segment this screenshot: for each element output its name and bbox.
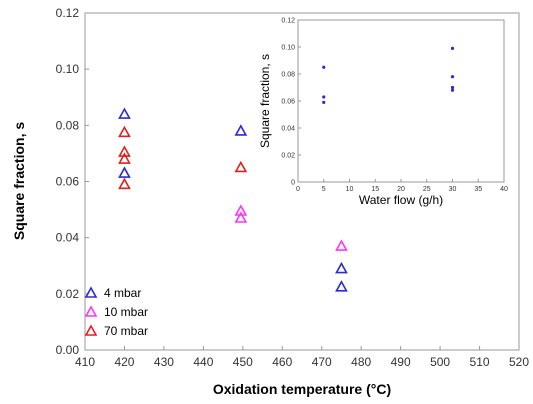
main-data-point	[234, 160, 248, 173]
inset-x-tick-label: 40	[500, 186, 508, 193]
main-data-point	[335, 261, 348, 274]
main-x-tick-label: 410	[75, 355, 95, 369]
main-data-point	[118, 166, 131, 178]
main-data-point	[118, 145, 131, 157]
inset-data-point	[450, 88, 455, 92]
inset-y-tick-label: 0.02	[281, 153, 295, 160]
inset-data-point	[450, 75, 455, 79]
main-x-tick-label: 520	[509, 355, 529, 369]
main-y-tick-label: 0.06	[56, 175, 80, 189]
main-y-tick-label: 0.12	[56, 6, 80, 20]
inset-x-tick-label: 25	[423, 186, 431, 193]
inset-tick-marks	[297, 19, 505, 183]
main-data-point	[118, 177, 131, 190]
main-x-tick-label: 440	[193, 355, 213, 369]
inset-data-point	[322, 100, 326, 104]
legend-entry-label: 70 mbar	[104, 324, 148, 338]
main-x-tick-label: 430	[154, 355, 174, 369]
inset-x-tick-label: 35	[474, 186, 482, 193]
legend-entry-label: 10 mbar	[104, 305, 148, 319]
main-x-tick-label: 470	[312, 355, 332, 369]
inset-y-tick-label: 0.06	[281, 99, 295, 106]
main-data-point	[118, 125, 131, 138]
legend-marker	[84, 305, 98, 317]
inset-x-tick-label: 15	[371, 186, 379, 193]
inset-plot-frame	[297, 19, 505, 183]
main-y-tick-label: 0.02	[56, 287, 80, 301]
inset-data-point	[450, 85, 455, 90]
inset-x-tick-label: 5	[322, 186, 326, 193]
inset-y-tick-label: 0.04	[281, 126, 295, 133]
inset-data-point	[322, 95, 326, 99]
inset-plot: 0 5 10 15 20 25 30 35 40 0 0.02 0.04 0.06 0.08 0.10 0.…	[258, 18, 508, 208]
inset-x-tick-labels: 0 5 10 15 20 25 30 35 40	[296, 186, 508, 193]
legend-marker	[84, 324, 98, 336]
main-tick-marks	[84, 12, 520, 351]
main-data-point	[234, 204, 248, 216]
inset-y-tick-label: 0.12	[281, 18, 295, 25]
main-y-tick-label: 0.08	[56, 118, 80, 132]
main-x-tick-label: 500	[430, 355, 450, 369]
main-data-point	[234, 211, 248, 223]
inset-x-tick-label: 30	[449, 186, 457, 193]
main-y-tick-label: 0.04	[56, 231, 80, 245]
main-data-point	[335, 280, 348, 292]
inset-y-tick-label: 0	[291, 180, 295, 187]
inset-y-tick-labels: 0 0.02 0.04 0.06 0.08 0.10 0.12	[281, 18, 295, 187]
main-y-tick-labels: 0.00 0.02 0.04 0.06 0.08 0.10 0.12	[56, 6, 80, 357]
main-x-tick-labels: 410 420 430 440 450 460 470 480 490 500 510 520	[75, 355, 529, 369]
legend-marker	[84, 286, 98, 298]
main-x-tick-label: 490	[391, 355, 411, 369]
main-data-point	[335, 239, 348, 251]
inset-y-tick-label: 0.10	[281, 45, 295, 52]
inset-y-tick-label: 0.08	[281, 72, 295, 79]
inset-x-tick-label: 0	[296, 186, 300, 193]
main-data-point	[118, 152, 131, 164]
main-y-axis-label: Square fraction, s	[11, 122, 27, 240]
inset-data-point	[322, 65, 326, 69]
inset-x-tick-label: 10	[346, 186, 354, 193]
inset-data-point	[450, 46, 455, 50]
main-x-tick-label: 460	[272, 355, 292, 369]
inset-y-axis-label: Square fraction, s	[258, 54, 272, 148]
main-data-point	[234, 124, 248, 136]
main-y-tick-label: 0.10	[56, 62, 80, 76]
main-data-points	[118, 107, 348, 292]
main-plot: 410 420 430 440 450 460 470 480 490 500 510 520 0.0…	[11, 6, 529, 397]
main-x-axis-label: Oxidation temperature (°C)	[213, 381, 391, 397]
main-x-tick-label: 480	[351, 355, 371, 369]
main-y-tick-label: 0.00	[56, 343, 80, 357]
main-x-tick-label: 420	[114, 355, 134, 369]
inset-x-tick-label: 20	[397, 186, 405, 193]
legend: 4 mbar 10 mbar 70 mbar	[84, 286, 148, 338]
main-x-tick-label: 510	[470, 355, 490, 369]
legend-entry-label: 4 mbar	[104, 286, 141, 300]
main-data-point	[118, 107, 131, 119]
inset-data-points	[322, 46, 455, 104]
main-x-tick-label: 450	[233, 355, 253, 369]
inset-x-axis-label: Water flow (g/h)	[359, 193, 443, 207]
